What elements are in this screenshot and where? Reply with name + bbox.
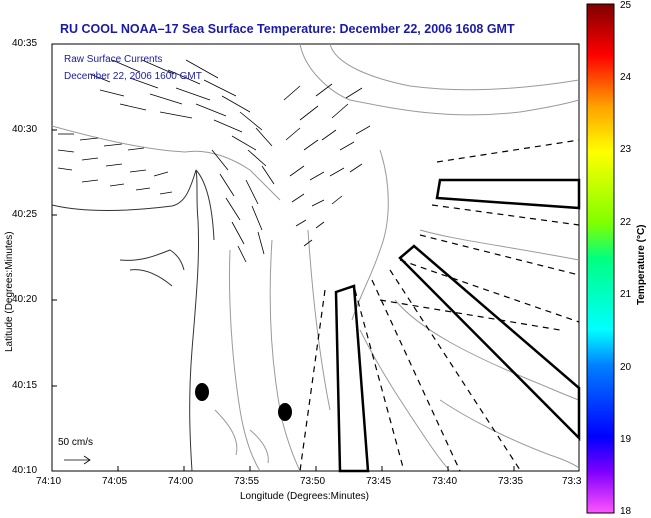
map-title: RU COOL NOAA–17 Sea Surface Temperature:…	[60, 22, 515, 36]
inset-line-2: December 22, 2006 1600 GMT	[64, 71, 202, 82]
y-tick: 40:35	[12, 38, 38, 49]
scale-label: 50 cm/s	[58, 437, 94, 448]
inset-line-1: Raw Surface Currents	[64, 54, 163, 65]
colorbar-tick: 19	[620, 434, 632, 445]
x-tick: 73:35	[498, 476, 524, 487]
colorbar-tick: 18	[620, 506, 632, 517]
x-tick: 73:45	[366, 476, 392, 487]
colorbar-label: Temperature (°C)	[636, 224, 647, 306]
y-tick: 40:20	[12, 294, 38, 305]
colorbar	[586, 3, 615, 514]
y-axis-label: Latitude (Degrees:Minutes)	[4, 231, 15, 352]
x-tick: 73:50	[300, 476, 326, 487]
x-axis-label: Longitude (Degrees:Minutes)	[240, 491, 369, 502]
y-tick: 40:15	[12, 380, 38, 391]
plot-frame	[51, 43, 580, 472]
x-tick: 73:55	[234, 476, 260, 487]
x-tick: 73:40	[432, 476, 458, 487]
transect-lines	[299, 139, 580, 472]
x-tick: 74:05	[102, 476, 128, 487]
bathymetry-contours	[51, 43, 580, 472]
x-tick: 73:3	[562, 476, 582, 487]
y-tick: 40:25	[12, 209, 38, 220]
colorbar-tick: 20	[620, 362, 632, 373]
tick-marks	[51, 43, 515, 472]
x-tick: 74:00	[168, 476, 194, 487]
x-tick: 74:10	[36, 476, 62, 487]
colorbar-tick: 21	[620, 289, 632, 300]
surface-current-vectors	[57, 59, 371, 465]
colorbar-tick: 24	[620, 72, 632, 83]
colorbar-tick: 25	[620, 0, 632, 11]
colorbar-tick: 23	[620, 144, 632, 155]
station-marker	[195, 383, 209, 401]
coastline	[51, 169, 215, 472]
colorbar-tick: 22	[620, 217, 632, 228]
survey-boxes	[334, 178, 581, 473]
station-marker	[278, 403, 292, 421]
y-tick: 40:10	[12, 465, 38, 476]
y-tick: 40:30	[12, 124, 38, 135]
